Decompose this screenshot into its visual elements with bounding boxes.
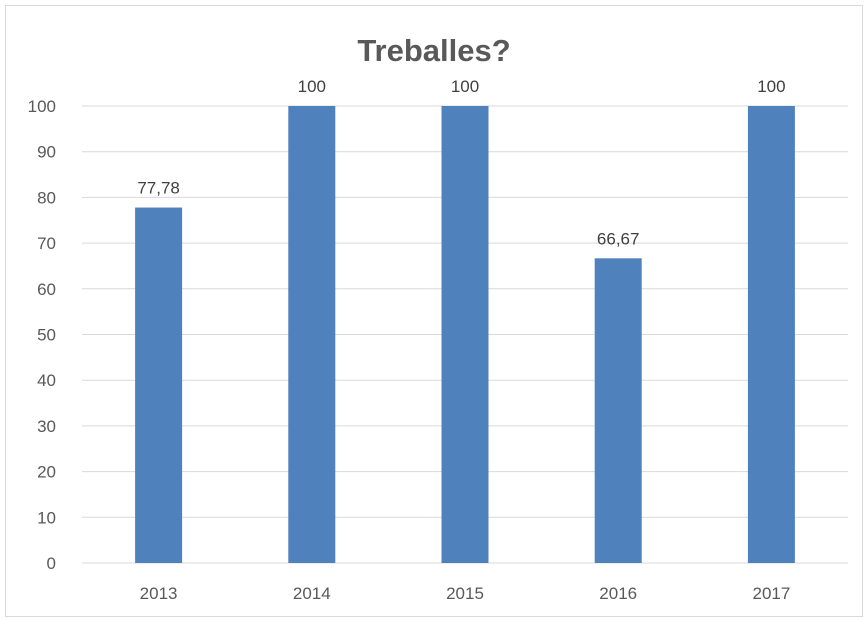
data-label-2014: 100: [298, 77, 326, 96]
bar-2013: [135, 207, 183, 563]
data-label-2017: 100: [757, 77, 785, 96]
y-tick-label: 90: [37, 143, 56, 162]
x-tick-label: 2017: [752, 584, 790, 603]
x-axis-ticks: 2013 2014 2015 2016 2017: [140, 584, 791, 603]
data-label-2016: 66,67: [597, 229, 640, 248]
y-tick-label: 60: [37, 280, 56, 299]
x-tick-label: 2015: [446, 584, 484, 603]
y-tick-label: 30: [37, 417, 56, 436]
data-label-2013: 77,78: [137, 179, 180, 198]
data-label-2015: 100: [451, 77, 479, 96]
bar-2015: [441, 106, 489, 563]
y-tick-label: 70: [37, 234, 56, 253]
y-tick-label: 40: [37, 371, 56, 390]
data-labels: 77,78 100 100 66,67 100: [137, 77, 785, 248]
bar-2016: [594, 258, 642, 563]
y-tick-label: 50: [37, 326, 56, 345]
bars: [135, 106, 795, 563]
y-tick-label: 100: [28, 97, 56, 116]
bar-2014: [288, 106, 336, 563]
bar-2017: [747, 106, 795, 563]
y-axis-ticks: 0 10 20 30 40 50 60 70 80 90 100: [28, 97, 56, 573]
chart-title: Treballes?: [357, 33, 511, 68]
y-tick-label: 80: [37, 188, 56, 207]
y-tick-label: 10: [37, 508, 56, 527]
x-tick-label: 2014: [293, 584, 331, 603]
x-tick-label: 2016: [599, 584, 637, 603]
y-tick-label: 20: [37, 463, 56, 482]
y-tick-label: 0: [47, 554, 56, 573]
x-tick-label: 2013: [140, 584, 178, 603]
